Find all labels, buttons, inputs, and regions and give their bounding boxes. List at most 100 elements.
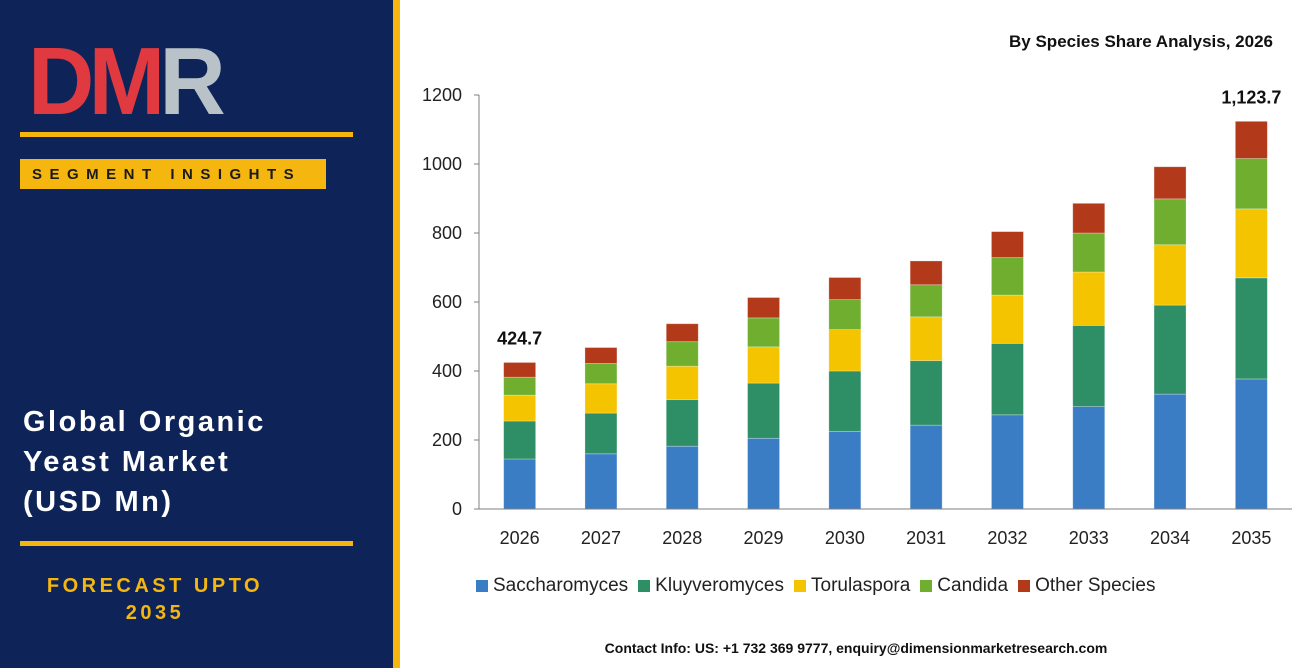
- bar-segment: [503, 362, 537, 378]
- bar-segment: [828, 299, 862, 330]
- bar-segment: [665, 341, 699, 367]
- legend-label: Kluyveromyces: [655, 575, 784, 596]
- x-tick-label: 2032: [987, 528, 1027, 548]
- bar-segment: [665, 399, 699, 447]
- x-tick-label: 2035: [1231, 528, 1271, 548]
- bar-segment: [503, 376, 537, 396]
- bar-segment: [747, 437, 780, 510]
- bar-segment: [991, 257, 1024, 296]
- data-label: 424.7: [497, 328, 542, 348]
- bar-segment: [665, 445, 699, 510]
- accent-divider: [393, 0, 400, 668]
- bar-segment: [584, 383, 618, 414]
- segment-insights-badge: SEGMENT INSIGHTS: [20, 159, 326, 189]
- legend-label: Saccharomyces: [493, 575, 629, 596]
- bar-segment: [991, 342, 1024, 416]
- y-tick-label: 0: [452, 499, 462, 519]
- dmr-logo: DMR: [28, 38, 228, 120]
- legend-item: Other Species: [1018, 575, 1155, 597]
- legend-swatch: [920, 580, 933, 592]
- y-tick-label: 1000: [422, 154, 462, 174]
- y-tick-label: 600: [432, 292, 462, 312]
- bar-segment: [584, 363, 618, 385]
- bar-segment: [584, 412, 618, 455]
- bar-segment: [1072, 232, 1106, 273]
- bar-segment: [909, 260, 943, 286]
- bar-segment: [991, 414, 1024, 510]
- x-tick-label: 2028: [662, 528, 702, 548]
- bar-segment: [1153, 304, 1187, 395]
- x-tick-label: 2027: [581, 528, 621, 548]
- bar-segment: [909, 360, 943, 426]
- x-tick-label: 2026: [500, 528, 540, 548]
- forecast-year: 2035: [125, 602, 185, 624]
- bar-segment: [1072, 271, 1106, 326]
- bar-segment: [1234, 208, 1268, 279]
- y-tick-label: 400: [432, 361, 462, 381]
- bar-segment: [1153, 166, 1187, 200]
- bar-segment: [1072, 325, 1106, 407]
- market-title-line: Yeast Market: [23, 446, 231, 478]
- bar-segment: [503, 420, 537, 460]
- bar-segment: [1234, 378, 1268, 510]
- divider-line-bottom: [20, 541, 353, 546]
- forecast-label: FORECAST UPTO 2035: [20, 573, 290, 627]
- bar-segment: [747, 346, 780, 384]
- data-label: 1,123.7: [1221, 87, 1281, 107]
- x-tick-label: 2031: [906, 528, 946, 548]
- market-title-line: (USD Mn): [23, 486, 174, 518]
- bar-segment: [1153, 244, 1187, 306]
- y-tick-label: 800: [432, 223, 462, 243]
- bar-segment: [828, 370, 862, 432]
- bar-segment: [503, 458, 537, 510]
- contact-info: Contact Info: US: +1 732 369 9777, enqui…: [604, 640, 1108, 656]
- bar-segment: [1234, 277, 1268, 380]
- market-title: Global Organic Yeast Market (USD Mn): [23, 402, 363, 522]
- bar-segment: [665, 323, 699, 343]
- left-panel: DMR SEGMENT INSIGHTS Global Organic Yeas…: [0, 0, 393, 668]
- bar-segment: [909, 284, 943, 318]
- bar-segment: [991, 231, 1024, 258]
- legend-item: Kluyveromyces: [638, 575, 784, 597]
- market-title-line: Global Organic: [23, 406, 266, 438]
- bar-segment: [1234, 158, 1268, 210]
- bar-segment: [747, 317, 780, 348]
- legend-item: Saccharomyces: [476, 575, 628, 597]
- chart-legend: Saccharomyces Kluyveromyces Torulaspora Can…: [476, 574, 1165, 598]
- x-tick-label: 2033: [1069, 528, 1109, 548]
- bar-segment: [828, 329, 862, 372]
- chart-title: By Species Share Analysis, 2026: [1009, 32, 1273, 51]
- x-tick-label: 2029: [744, 528, 784, 548]
- logo-text: DMR: [28, 38, 224, 120]
- legend-item: Candida: [920, 575, 1008, 597]
- y-tick-label: 1200: [422, 85, 462, 105]
- bar-segment: [909, 316, 943, 362]
- legend-swatch: [476, 580, 488, 592]
- legend-swatch: [794, 580, 806, 592]
- bar-segment: [1072, 406, 1106, 510]
- bar-segment: [584, 347, 618, 364]
- bar-segment: [828, 277, 862, 300]
- bar-segment: [1234, 120, 1268, 159]
- bar-segment: [503, 394, 537, 422]
- bar-segment: [828, 430, 862, 510]
- bar-segment: [665, 365, 699, 401]
- forecast-line: FORECAST UPTO: [46, 575, 264, 597]
- x-tick-label: 2030: [825, 528, 865, 548]
- bar-segment: [1072, 202, 1106, 234]
- x-tick-label: 2034: [1150, 528, 1190, 548]
- legend-label: Other Species: [1035, 575, 1156, 596]
- bar-segment: [1153, 393, 1187, 510]
- legend-swatch: [1018, 580, 1031, 592]
- legend-label: Torulaspora: [811, 575, 911, 596]
- legend-swatch: [638, 580, 651, 592]
- divider-line-top: [20, 132, 353, 137]
- y-tick-label: 200: [432, 430, 462, 450]
- bar-segment: [747, 297, 780, 319]
- bar-segment: [909, 424, 943, 510]
- legend-item: Torulaspora: [794, 575, 910, 597]
- bar-segment: [584, 453, 618, 510]
- stacked-bar-chart: 0 200 400 600 800 1000 1200 2026 2027 2028 2029 203…: [422, 85, 1292, 548]
- legend-label: Candida: [937, 575, 1009, 596]
- bar-segment: [991, 294, 1024, 344]
